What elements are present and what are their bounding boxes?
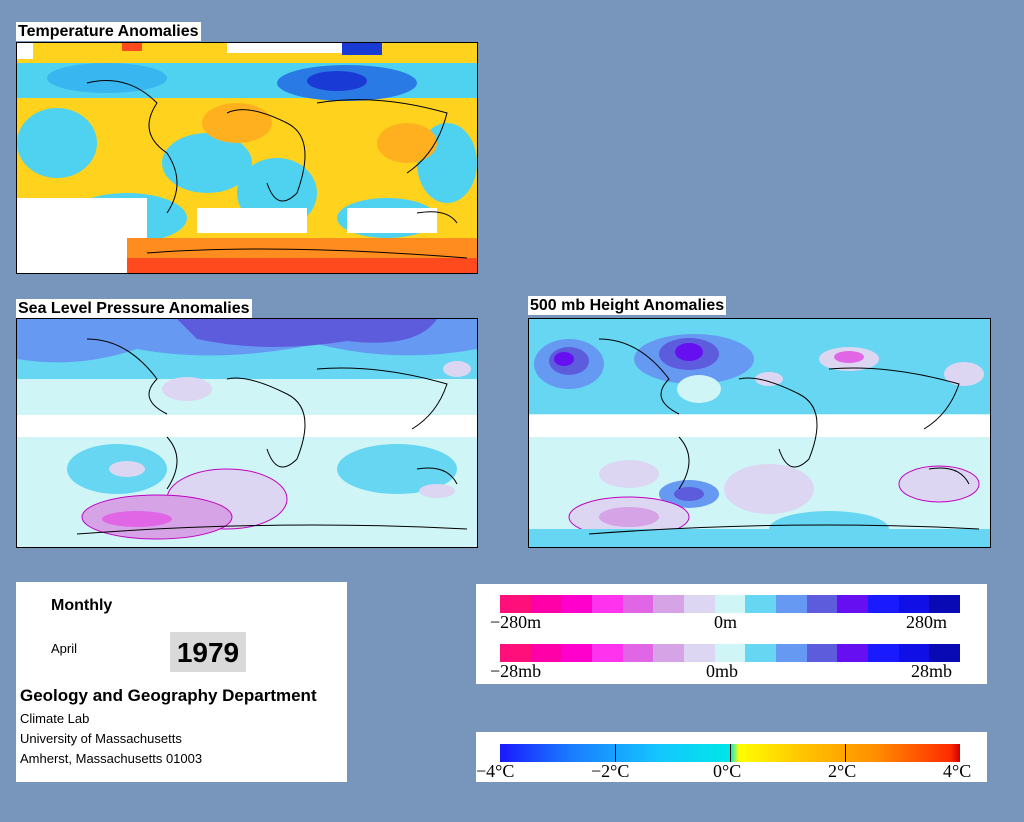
color-swatch: [684, 595, 715, 613]
color-swatch: [868, 644, 899, 662]
color-swatch: [868, 595, 899, 613]
temp-tick-label: −2°C: [591, 761, 630, 781]
address-label: Amherst, Massachusetts 01003: [20, 751, 203, 766]
temperature-anomaly-map: [16, 42, 478, 274]
height500-panel-title: 500 mb Height Anomalies: [528, 296, 727, 315]
color-swatch: [530, 644, 562, 662]
color-swatch: [500, 644, 531, 662]
color-swatch: [561, 595, 593, 613]
height-pressure-legend: −280m 0m 280m −28mb 0mb 28mb: [476, 584, 987, 684]
color-swatch: [684, 644, 715, 662]
pressure-color-scale: [500, 644, 961, 662]
slp-anomaly-map: [16, 318, 478, 548]
temp-tick-label: 2°C: [828, 761, 857, 781]
color-swatch: [500, 595, 531, 613]
color-swatch: [745, 595, 777, 613]
color-swatch: [622, 644, 654, 662]
color-swatch: [592, 595, 623, 613]
color-swatch: [837, 644, 869, 662]
color-swatch: [622, 595, 654, 613]
height500-anomaly-map: [528, 318, 991, 548]
color-swatch: [898, 644, 930, 662]
height-color-scale: [500, 595, 961, 613]
height-mid-label: 0m: [714, 612, 738, 632]
color-swatch: [561, 644, 593, 662]
temp-tick-label: 0°C: [713, 761, 742, 781]
color-swatch: [806, 644, 838, 662]
pressure-max-label: 28mb: [911, 661, 953, 681]
color-swatch: [806, 595, 838, 613]
pressure-min-label: −28mb: [490, 661, 542, 681]
color-swatch: [714, 644, 746, 662]
color-swatch: [929, 595, 961, 613]
slp-panel-title: Sea Level Pressure Anomalies: [16, 299, 252, 318]
frequency-label: Monthly: [51, 597, 113, 614]
color-swatch: [714, 595, 746, 613]
temperature-color-scale: [500, 744, 960, 762]
color-swatch: [745, 644, 777, 662]
height-min-label: −280m: [490, 612, 542, 632]
color-swatch: [776, 595, 807, 613]
temperature-legend: −4°C −2°C 0°C 2°C 4°C: [476, 732, 987, 782]
pressure-mid-label: 0mb: [706, 661, 739, 681]
temperature-panel-title: Temperature Anomalies: [16, 22, 201, 41]
department-label: Geology and Geography Department: [20, 686, 317, 705]
temp-tick-label: 4°C: [943, 761, 972, 781]
color-swatch: [530, 595, 562, 613]
color-swatch: [653, 644, 685, 662]
color-swatch: [653, 595, 685, 613]
color-swatch: [592, 644, 623, 662]
color-swatch: [837, 595, 869, 613]
university-label: University of Massachusetts: [20, 731, 182, 746]
height-max-label: 280m: [906, 612, 948, 632]
year-label: 1979: [170, 632, 246, 672]
temp-tick-label: −4°C: [476, 761, 515, 781]
color-swatch: [776, 644, 807, 662]
month-label: April: [51, 641, 78, 656]
color-swatch: [929, 644, 961, 662]
color-swatch: [898, 595, 930, 613]
info-box: Monthly April 1979 Geology and Geography…: [16, 582, 347, 782]
lab-label: Climate Lab: [20, 711, 90, 726]
